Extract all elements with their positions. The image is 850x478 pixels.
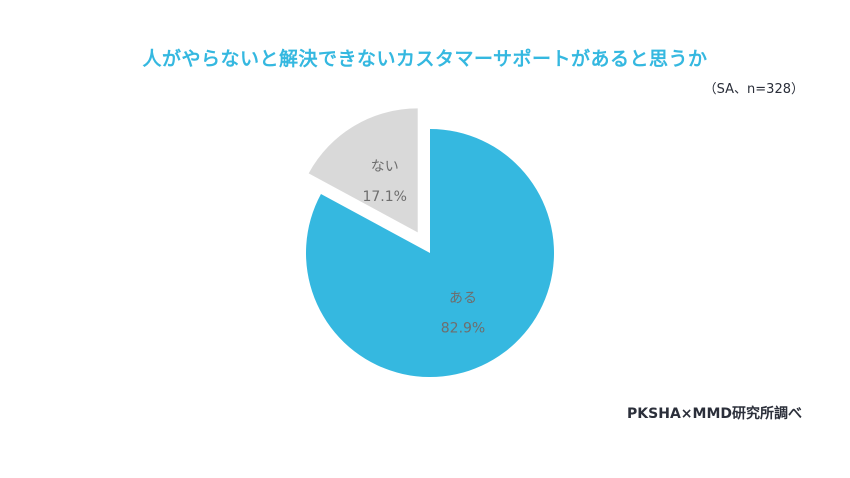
slice-category-label: ない xyxy=(371,159,399,175)
sample-size-note: （SA、n=328） xyxy=(703,82,804,97)
source-credit: PKSHA×MMD研究所調べ xyxy=(627,406,802,422)
pie-slice-nai xyxy=(308,108,418,233)
slice-value-label: 17.1% xyxy=(362,189,406,205)
slice-category-label: ある xyxy=(449,290,477,306)
pie-slice-aru xyxy=(305,129,555,378)
slice-value-label: 82.9% xyxy=(441,320,485,336)
chart-title: 人がやらないと解決できないカスタマーサポートがあると思うか xyxy=(142,48,708,70)
